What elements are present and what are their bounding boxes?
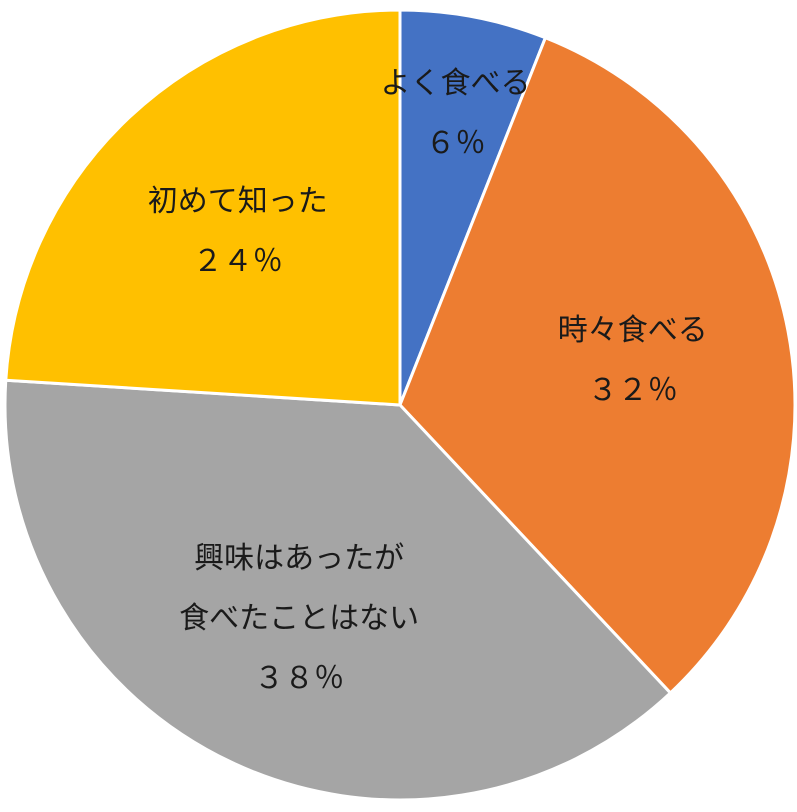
category-label: 初めて知った <box>147 184 328 220</box>
slice-label: 時々食べる ３２％ <box>558 301 708 421</box>
pie-slice <box>3 378 673 802</box>
value-label: ３８％ <box>254 661 345 697</box>
category-label: よく食べる <box>380 65 531 101</box>
value-label: ３２％ <box>587 372 678 408</box>
slice-label: 初めて知った ２４％ <box>148 172 328 292</box>
value-label: ６％ <box>425 125 486 161</box>
category-label: 興味はあったが 食べたことはない <box>179 541 420 637</box>
slice-label: よく食べる ６％ <box>381 54 531 174</box>
slice-label: 興味はあったが 食べたことはない ３８％ <box>179 529 419 709</box>
category-label: 時々食べる <box>557 312 708 348</box>
value-label: ２４％ <box>192 244 283 280</box>
pie-slice <box>4 8 402 407</box>
pie-slice <box>398 8 548 406</box>
pie-slice <box>398 35 797 696</box>
